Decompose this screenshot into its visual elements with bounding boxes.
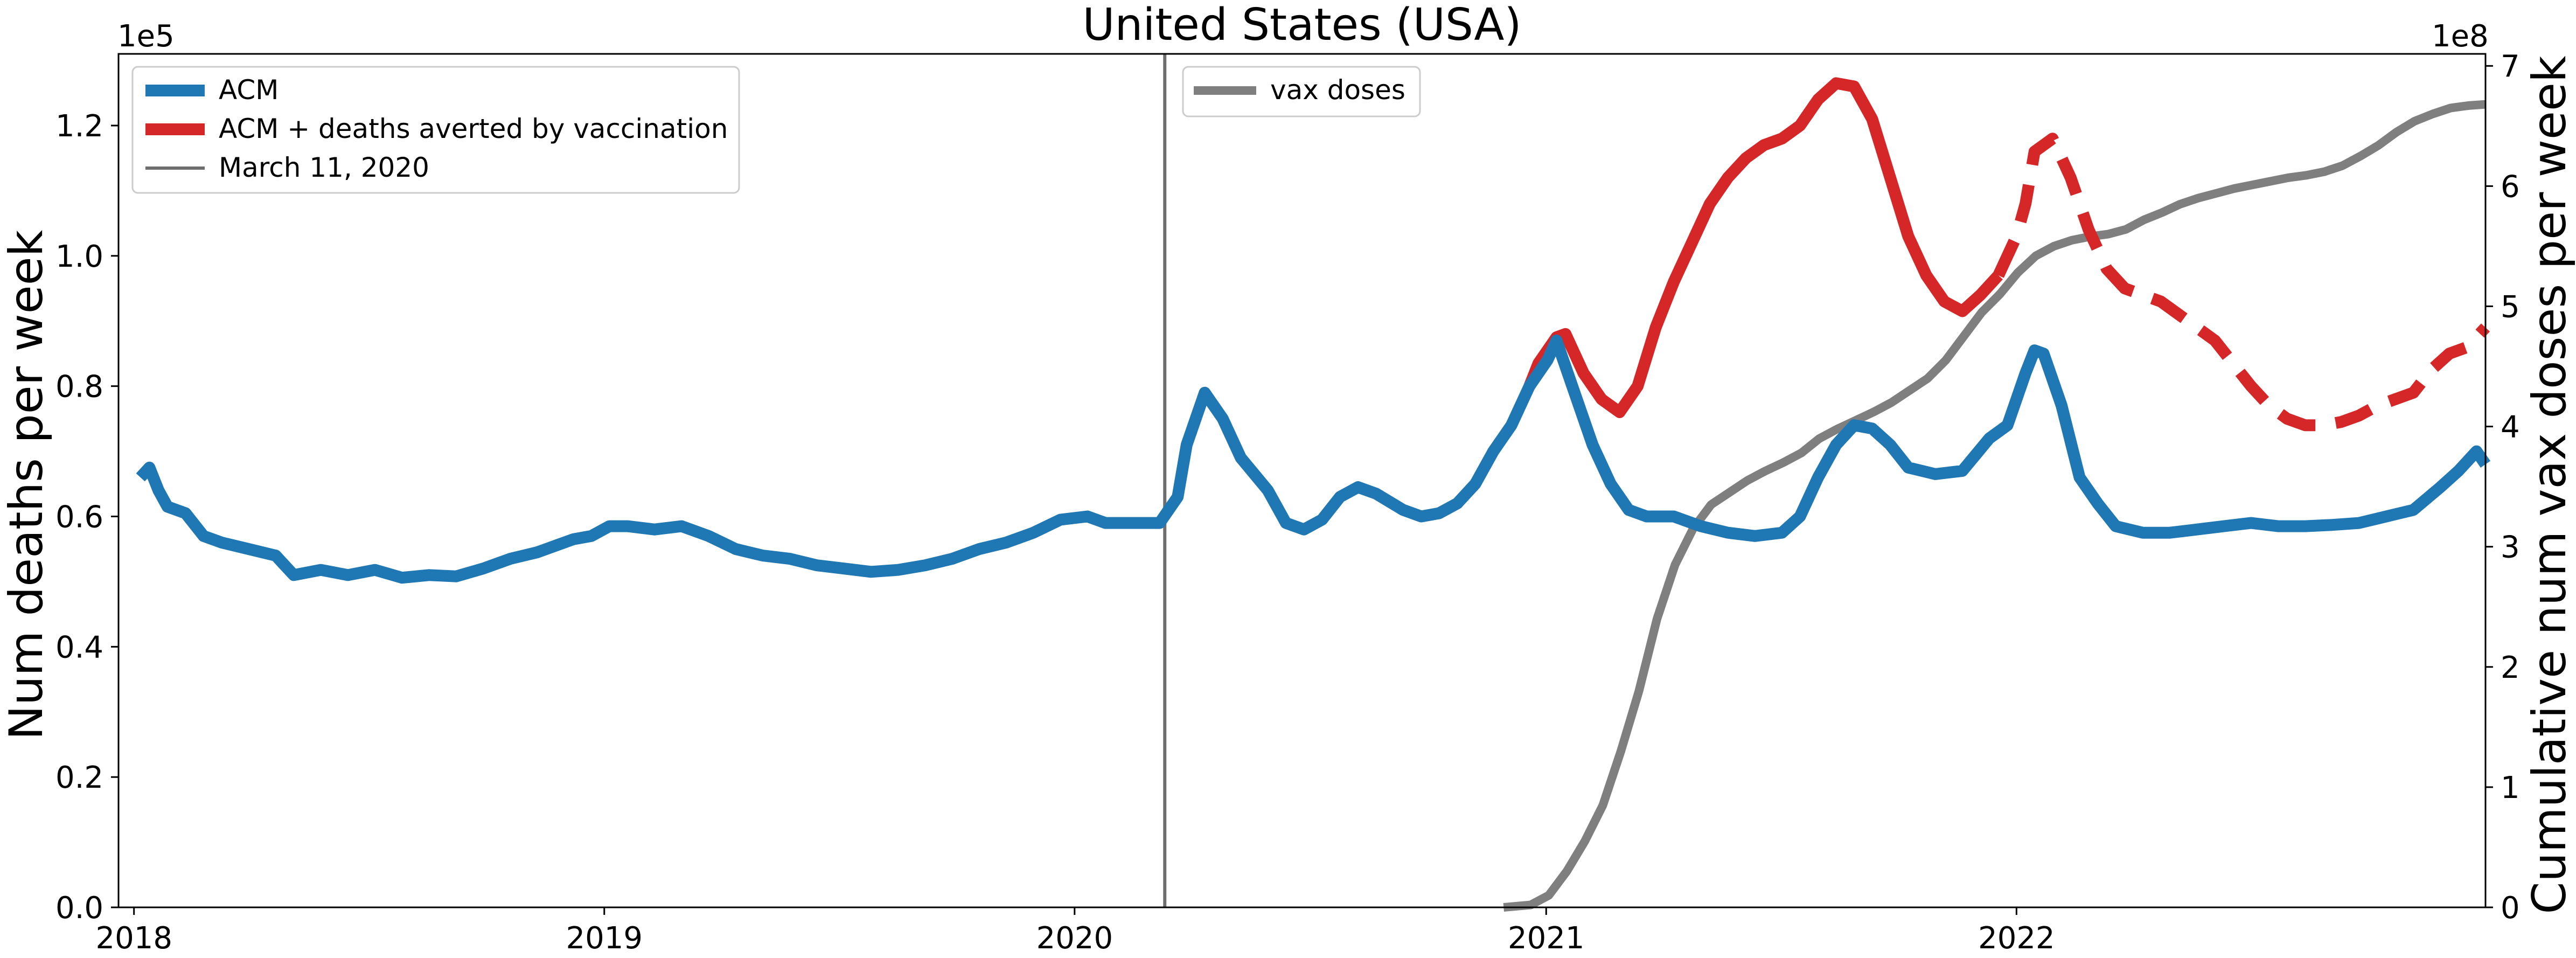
- y2-tick-label: 3: [2501, 530, 2520, 565]
- x-tick-label: 2021: [1508, 921, 1585, 956]
- y2-tick-label: 5: [2501, 290, 2520, 325]
- y2-tick-label: 6: [2501, 169, 2520, 204]
- plot-frame: [117, 53, 2487, 908]
- series-averted-line: [1523, 77, 2003, 418]
- legend-right-box: [1182, 66, 1421, 117]
- right-axis-scale-label: 1e8: [2432, 19, 2489, 54]
- legend-left: ACM ACM + deaths averted by vaccination …: [131, 66, 740, 194]
- x-tick-label: 2019: [566, 921, 643, 956]
- y-tick-label: 1.2: [55, 109, 103, 144]
- y2-tick-label: 4: [2501, 410, 2520, 445]
- legend-averted-label: ACM + deaths averted by vaccination: [219, 113, 728, 144]
- y2-tick-label: 1: [2501, 770, 2520, 806]
- legend-vline-label: March 11, 2020: [219, 152, 429, 183]
- chart-title: United States (USA): [1083, 0, 1522, 51]
- y-axis-label: Num deaths per week: [0, 230, 53, 740]
- y-tick-label: 0.2: [55, 760, 103, 795]
- y2-axis-label: Cumulative num vax doses per week: [2523, 55, 2576, 914]
- series-vax-doses-line: [1503, 100, 2486, 912]
- x-tick-label: 2018: [95, 921, 172, 956]
- x-tick-label: 2022: [1978, 921, 2055, 956]
- legend-vax-label: vax doses: [1270, 74, 1405, 106]
- y2-tick-label: 0: [2501, 891, 2520, 926]
- series-acm-line: [136, 335, 2491, 584]
- y-tick-label: 0.8: [55, 370, 103, 405]
- x-axis-ticks: 2018 2019 2020 2021 2022: [95, 907, 2055, 956]
- y2-tick-label: 7: [2501, 49, 2520, 84]
- y-tick-label: 0.6: [55, 500, 103, 535]
- legend-left-box: [131, 66, 740, 194]
- left-axis-ticks: 0.0 0.2 0.4 0.6 0.8 1.0 1.2: [55, 109, 119, 926]
- legend-acm-label: ACM: [219, 74, 279, 106]
- series-layer: [136, 77, 2491, 912]
- x-tick-label: 2020: [1036, 921, 1113, 956]
- left-axis-scale-label: 1e5: [117, 19, 175, 54]
- legend-right: vax doses: [1182, 66, 1421, 117]
- y-tick-label: 0.0: [55, 891, 103, 926]
- y-tick-label: 0.4: [55, 630, 103, 665]
- right-axis-ticks: 0 1 2 3 4 5 6 7: [2486, 49, 2520, 926]
- y2-tick-label: 2: [2501, 650, 2520, 685]
- series-averted-dashed-line: [1993, 133, 2490, 432]
- y-tick-label: 1.0: [55, 239, 103, 274]
